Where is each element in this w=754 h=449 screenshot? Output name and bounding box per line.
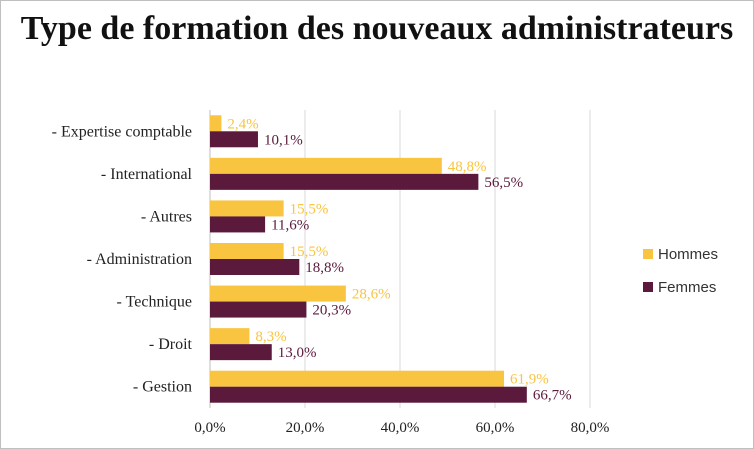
bar-hommes-1	[210, 157, 442, 174]
bar-femmes-5	[210, 344, 272, 361]
data-label-hommes-5: 8,3%	[255, 329, 286, 345]
bar-femmes-1	[210, 173, 479, 190]
data-label-femmes-5: 13,0%	[278, 345, 317, 361]
data-label-femmes-1: 56,5%	[484, 175, 523, 191]
legend: Hommes Femmes	[643, 244, 753, 310]
data-label-hommes-4: 28,6%	[352, 287, 391, 303]
category-label-4: - Technique	[117, 294, 192, 311]
bar-hommes-4	[210, 285, 346, 302]
x-tick-label-1: 20,0%	[286, 420, 325, 436]
bar-femmes-0	[210, 131, 258, 148]
data-label-hommes-1: 48,8%	[448, 159, 487, 175]
bar-femmes-4	[210, 301, 307, 318]
category-label-6: - Gestion	[133, 379, 192, 396]
data-label-hommes-0: 2,4%	[227, 116, 258, 132]
data-label-hommes-2: 15,5%	[290, 201, 329, 217]
data-label-femmes-3: 18,8%	[305, 260, 344, 276]
category-label-0: - Expertise comptable	[52, 123, 192, 140]
x-tick-label-0: 0,0%	[194, 420, 225, 436]
legend-swatch-femmes	[643, 282, 653, 292]
bar-femmes-3	[210, 259, 300, 275]
legend-item-hommes: Hommes	[643, 244, 753, 264]
bar-hommes-0	[210, 115, 222, 132]
data-label-femmes-4: 20,3%	[312, 303, 351, 319]
data-label-femmes-6: 66,7%	[533, 388, 572, 404]
x-tick-label-4: 80,0%	[571, 420, 610, 436]
bar-femmes-2	[210, 216, 266, 233]
x-tick-label-2: 40,0%	[381, 420, 420, 436]
data-label-femmes-2: 11,6%	[271, 217, 309, 233]
category-label-2: - Autres	[141, 208, 192, 225]
category-label-5: - Droit	[149, 336, 193, 353]
bar-hommes-5	[210, 328, 250, 345]
legend-label-femmes: Femmes	[658, 278, 717, 296]
category-label-3: - Administration	[87, 251, 192, 268]
bar-femmes-6	[210, 386, 527, 403]
data-label-hommes-3: 15,5%	[290, 244, 329, 260]
bar-hommes-2	[210, 200, 284, 217]
category-label-1: - International	[101, 166, 193, 183]
data-label-femmes-0: 10,1%	[264, 132, 303, 148]
legend-swatch-hommes	[643, 249, 653, 259]
bar-hommes-3	[210, 243, 284, 259]
data-label-hommes-6: 61,9%	[510, 372, 549, 388]
x-tick-label-3: 60,0%	[476, 420, 515, 436]
legend-label-hommes: Hommes	[658, 245, 719, 263]
legend-item-femmes: Femmes	[643, 277, 753, 297]
chart-title: Type de formation des nouveaux administr…	[20, 10, 734, 47]
bar-hommes-6	[210, 370, 505, 387]
